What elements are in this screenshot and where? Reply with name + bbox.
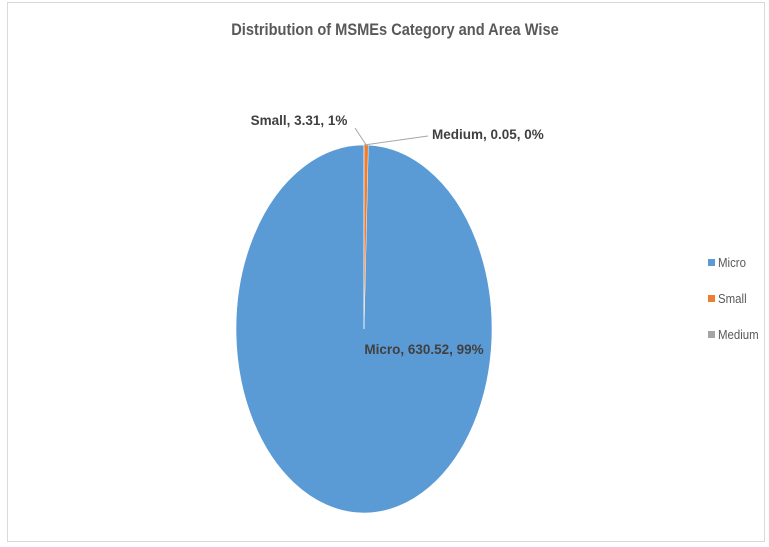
legend-item-small: Small: [708, 289, 768, 307]
chart-title: Distribution of MSMEs Category and Area …: [231, 20, 559, 39]
leader-line-small: [354, 127, 367, 146]
legend-item-micro: Micro: [708, 253, 768, 271]
legend-label-micro: Micro: [718, 254, 746, 270]
chart-legend: Micro Small Medium: [708, 253, 768, 361]
data-label-micro: Micro, 630.52, 99%: [364, 342, 483, 357]
legend-item-medium: Medium: [708, 325, 768, 343]
data-label-small: Small, 3.31, 1%: [251, 113, 348, 128]
legend-swatch-medium: [708, 330, 715, 338]
leader-line-medium: [363, 135, 429, 146]
data-label-medium: Medium, 0.05, 0%: [432, 127, 544, 142]
legend-label-small: Small: [718, 290, 747, 306]
legend-swatch-small: [708, 294, 715, 302]
legend-label-medium: Medium: [718, 326, 759, 342]
legend-swatch-micro: [708, 258, 715, 266]
